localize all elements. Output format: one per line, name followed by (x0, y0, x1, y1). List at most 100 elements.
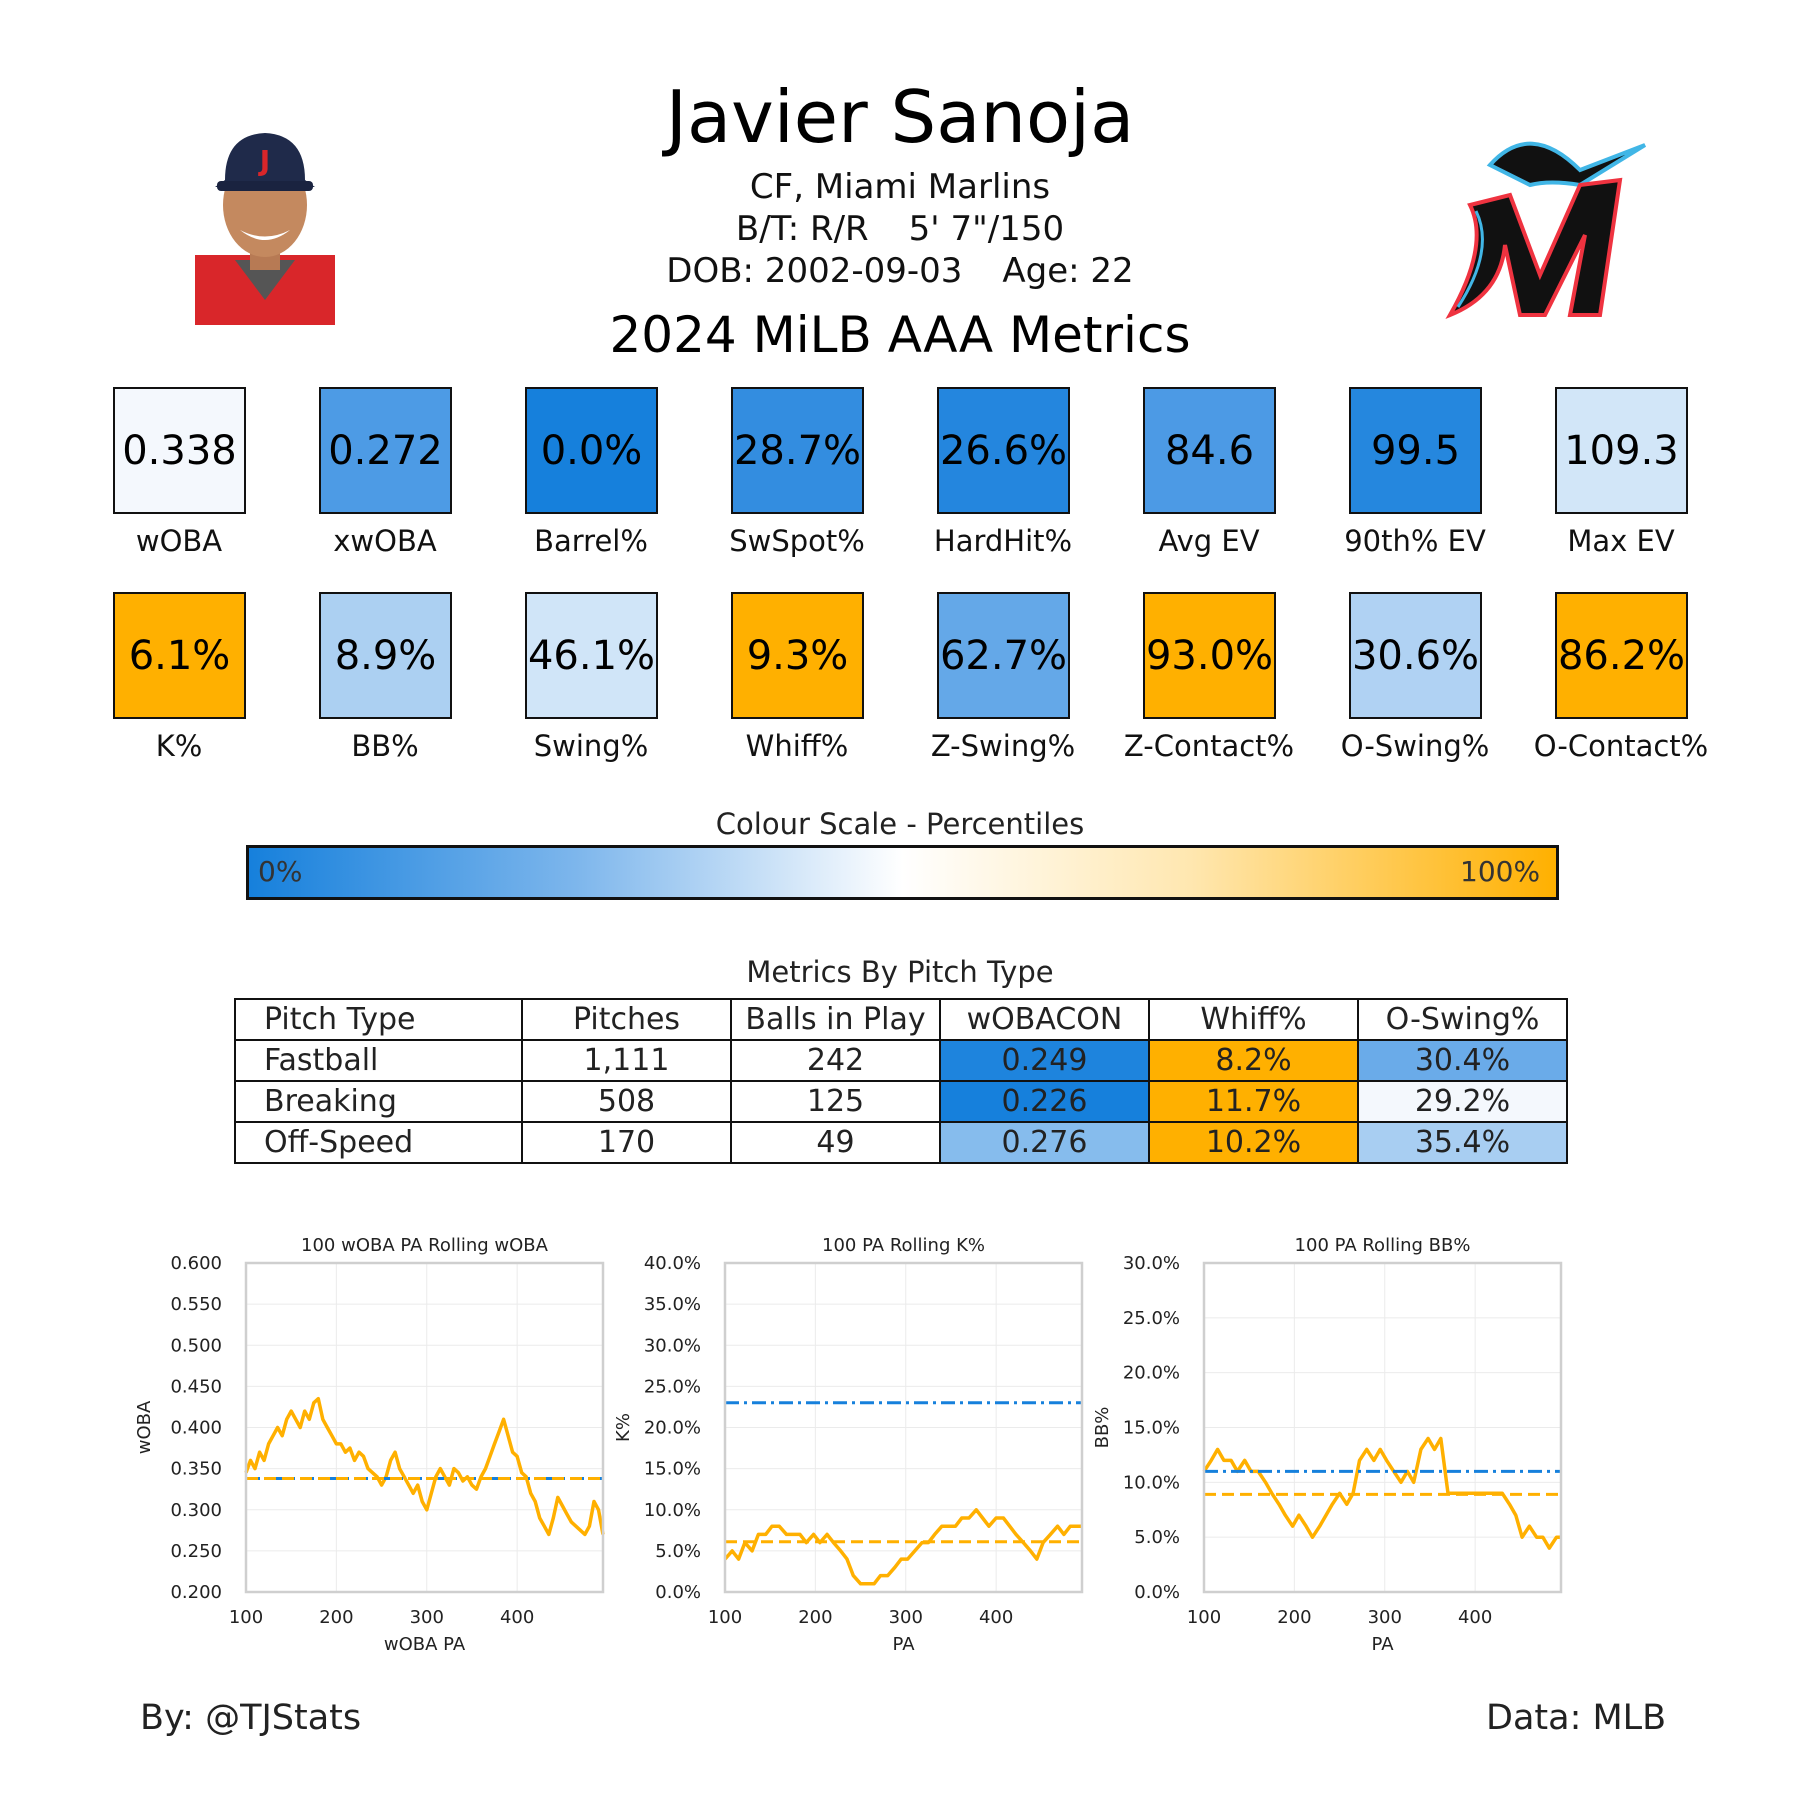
plot-frame (723, 1261, 1084, 1594)
metric-value-box: 109.3 (1555, 387, 1688, 514)
metric-value-box: 26.6% (937, 387, 1070, 514)
y-tick-label: 0.200 (170, 1582, 222, 1603)
x-axis-label: PA (892, 1634, 915, 1655)
table-cell: 10.2% (1148, 1121, 1359, 1164)
metric-label: Swing% (533, 729, 649, 763)
plot-frame (1202, 1261, 1563, 1594)
y-tick-label: 15.0% (1123, 1418, 1180, 1439)
table-cell: 29.2% (1357, 1080, 1568, 1123)
y-tick-label: 35.0% (644, 1294, 701, 1315)
metric-label: K% (155, 729, 203, 763)
position-team: CF, Miami Marlins (749, 167, 1051, 207)
y-tick-label: 0.600 (170, 1253, 222, 1274)
y-tick-label: 0.0% (655, 1582, 701, 1603)
metric-value-box: 6.1% (113, 592, 246, 719)
color-scale-bar (246, 845, 1559, 900)
x-tick-label: 200 (798, 1607, 832, 1628)
y-axis-label: wOBA (134, 1400, 155, 1454)
y-tick-label: 0.550 (170, 1294, 222, 1315)
marlins-logo-icon (1445, 141, 1647, 319)
y-tick-label: 0.350 (170, 1459, 222, 1480)
x-tick-label: 300 (889, 1607, 923, 1628)
y-tick-label: 20.0% (644, 1418, 701, 1439)
metric-value-box: 9.3% (731, 592, 864, 719)
rolling-series-line (723, 1508, 1082, 1586)
chart-panel: 100 PA Rolling BB% 0.0% 5.0% 10.0% 15.0% 20.0… (1092, 1235, 1563, 1655)
svg-text:J: J (258, 144, 270, 177)
metric-value-box: 8.9% (319, 592, 452, 719)
metric-value-box: 84.6 (1143, 387, 1276, 514)
color-scale-max-label: 100% (1460, 855, 1541, 888)
metric-value-box: 0.338 (113, 387, 246, 514)
table-cell: 125 (730, 1080, 941, 1123)
y-tick-label: 0.300 (170, 1500, 222, 1521)
x-tick-label: 200 (1277, 1607, 1311, 1628)
table-row: Fastball 1,111 242 0.249 8.2% 30.4% (234, 1039, 1568, 1082)
x-axis-label: wOBA PA (384, 1634, 466, 1655)
pitch-table-title: Metrics By Pitch Type (746, 955, 1054, 989)
metric-label: Whiff% (745, 729, 849, 763)
metric-value-box: 62.7% (937, 592, 1070, 719)
y-tick-label: 0.400 (170, 1418, 222, 1439)
chart-panel: 100 wOBA PA Rolling wOBA 0.200 0.250 0.300 0… (134, 1235, 605, 1655)
table-cell: 0.226 (939, 1080, 1150, 1123)
table-header-row: Pitch Type Pitches Balls in Play wOBACON… (234, 998, 1568, 1041)
metric-label: SwSpot% (729, 524, 865, 558)
player-name: Javier Sanoja (665, 75, 1135, 159)
table-cell: 0.276 (939, 1121, 1150, 1164)
metric-label: O-Contact% (1533, 729, 1709, 763)
header-wobacon: wOBACON (939, 998, 1150, 1041)
table-cell: 242 (730, 1039, 941, 1082)
table-row: Breaking 508 125 0.226 11.7% 29.2% (234, 1080, 1568, 1123)
header-whiff: Whiff% (1148, 998, 1359, 1041)
header-o-swing: O-Swing% (1357, 998, 1568, 1041)
table-cell: 11.7% (1148, 1080, 1359, 1123)
metric-label: wOBA (135, 524, 223, 558)
metric-value-box: 0.0% (525, 387, 658, 514)
chart-title: 100 PA Rolling K% (822, 1235, 985, 1256)
y-tick-label: 10.0% (1123, 1472, 1180, 1493)
y-axis-label: BB% (1092, 1407, 1113, 1449)
x-tick-label: 100 (1187, 1607, 1221, 1628)
table-cell: 30.4% (1357, 1039, 1568, 1082)
metric-value-box: 86.2% (1555, 592, 1688, 719)
y-tick-label: 10.0% (644, 1500, 701, 1521)
metric-label: 90th% EV (1344, 524, 1486, 558)
table-cell: 508 (521, 1080, 732, 1123)
y-tick-label: 30.0% (1123, 1253, 1180, 1274)
x-tick-label: 100 (708, 1607, 742, 1628)
pitch-type-table: Pitch Type Pitches Balls in Play wOBACON… (234, 998, 1568, 1164)
rolling-series-line (1202, 1436, 1561, 1550)
y-tick-label: 15.0% (644, 1459, 701, 1480)
bats-throws: B/T: R/R (735, 209, 869, 249)
footer-source: Data: MLB (1486, 1698, 1667, 1738)
table-cell: 35.4% (1357, 1121, 1568, 1164)
x-axis-label: PA (1371, 1634, 1394, 1655)
y-tick-label: 0.0% (1134, 1582, 1180, 1603)
dob-age-line: DOB: 2002-09-03 Age: 22 (0, 250, 1800, 292)
metric-value-box: 99.5 (1349, 387, 1482, 514)
x-tick-label: 300 (410, 1607, 444, 1628)
metric-label: Max EV (1567, 524, 1675, 558)
rolling-series-line (244, 1396, 605, 1537)
x-tick-label: 100 (229, 1607, 263, 1628)
footer-credit: By: @TJStats (140, 1698, 362, 1738)
table-cell: Fastball (234, 1039, 523, 1082)
metric-label: Avg EV (1158, 524, 1260, 558)
y-tick-label: 5.0% (655, 1541, 701, 1562)
metric-value-box: 0.272 (319, 387, 452, 514)
metric-label: Barrel% (534, 524, 648, 558)
y-tick-label: 0.450 (170, 1376, 222, 1397)
rolling-charts: 100 wOBA PA Rolling wOBA 0.200 0.250 0.300 0… (134, 1235, 1563, 1655)
color-scale-min-label: 0% (258, 855, 303, 888)
y-tick-label: 25.0% (644, 1376, 701, 1397)
table-row: Off-Speed 170 49 0.276 10.2% 35.4% (234, 1121, 1568, 1164)
dob: DOB: 2002-09-03 (666, 251, 963, 291)
metric-value-box: 30.6% (1349, 592, 1482, 719)
x-tick-label: 300 (1368, 1607, 1402, 1628)
x-tick-label: 200 (319, 1607, 353, 1628)
table-cell: 170 (521, 1121, 732, 1164)
table-cell: 0.249 (939, 1039, 1150, 1082)
x-tick-label: 400 (979, 1607, 1013, 1628)
header-balls-in-play: Balls in Play (730, 998, 941, 1041)
